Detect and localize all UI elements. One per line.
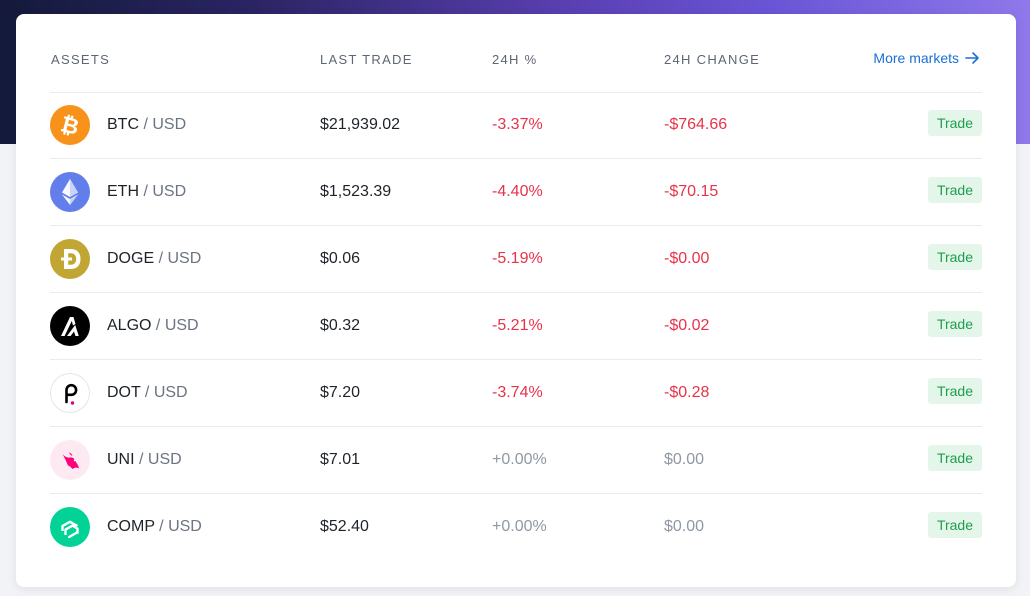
trade-button[interactable]: Trade [927, 311, 982, 337]
table-header: ASSETS LAST TRADE 24H % 24H CHANGE More … [50, 40, 982, 93]
ethereum-icon [50, 172, 90, 212]
change-amount-value: -$70.15 [664, 183, 719, 200]
asset-base: BTC [107, 116, 139, 133]
table-row: UNI / USD $7.01 +0.00% $0.00 Trade [50, 427, 982, 494]
change-amount-value: -$0.02 [664, 317, 710, 334]
change-percent-value: +0.00% [492, 451, 547, 468]
trade-button[interactable]: Trade [927, 378, 982, 404]
asset-quote: USD [152, 183, 187, 200]
table-row: ALGO / USD $0.32 -5.21% -$0.02 Trade [50, 293, 982, 360]
asset-pair: UNI / USD [107, 451, 182, 469]
trade-button[interactable]: Trade [927, 110, 982, 136]
asset-separator: / [134, 451, 148, 468]
arrow-right-icon [965, 52, 979, 64]
svg-text:₿: ₿ [58, 112, 81, 141]
asset-base: DOT [107, 384, 141, 401]
change-amount-value: $0.00 [664, 451, 705, 468]
asset-separator: / [139, 183, 153, 200]
last-trade-value: $21,939.02 [320, 116, 401, 133]
asset-separator: / [139, 116, 153, 133]
asset-quote: USD [147, 451, 182, 468]
markets-table: ₿ BTC / USD $21,939.02 -3.37% -$764.66 T… [50, 92, 982, 560]
change-percent-value: -3.74% [492, 384, 543, 401]
change-amount-value: -$764.66 [664, 116, 728, 133]
trade-button[interactable]: Trade [927, 244, 982, 270]
more-markets-label: More markets [873, 50, 959, 66]
asset-base: DOGE [107, 250, 155, 267]
change-percent-value: +0.00% [492, 518, 547, 535]
table-row: ₿ BTC / USD $21,939.02 -3.37% -$764.66 T… [50, 92, 982, 159]
column-header-24h-percent: 24H % [492, 52, 538, 67]
asset-separator: / [154, 250, 168, 267]
table-row: DOT / USD $7.20 -3.74% -$0.28 Trade [50, 360, 982, 427]
change-amount-value: -$0.28 [664, 384, 710, 401]
change-percent-value: -3.37% [492, 116, 543, 133]
asset-separator: / [154, 518, 169, 535]
change-amount-value: -$0.00 [664, 250, 710, 267]
asset-quote: USD [164, 317, 199, 334]
asset-quote: USD [153, 384, 188, 401]
last-trade-value: $7.01 [320, 451, 361, 468]
column-header-assets: ASSETS [51, 52, 111, 67]
asset-pair: COMP / USD [107, 518, 202, 536]
asset-base: UNI [107, 451, 135, 468]
change-percent-value: -5.21% [492, 317, 543, 334]
asset-pair: DOT / USD [107, 384, 188, 402]
table-row: ETH / USD $1,523.39 -4.40% -$70.15 Trade [50, 159, 982, 226]
polkadot-icon [50, 373, 90, 413]
asset-base: ETH [107, 183, 139, 200]
last-trade-value: $0.32 [320, 317, 361, 334]
asset-quote: USD [168, 518, 202, 535]
more-markets-link[interactable]: More markets [873, 50, 980, 66]
trade-button[interactable]: Trade [927, 177, 982, 203]
last-trade-value: $1,523.39 [320, 183, 392, 200]
asset-quote: USD [152, 116, 187, 133]
change-percent-value: -5.19% [492, 250, 543, 267]
table-row: DOGE / USD $0.06 -5.19% -$0.00 Trade [50, 226, 982, 293]
compound-icon [50, 507, 90, 547]
change-percent-value: -4.40% [492, 183, 543, 200]
asset-pair: ALGO / USD [107, 317, 199, 335]
trade-button[interactable]: Trade [927, 512, 982, 538]
asset-pair: ETH / USD [107, 183, 186, 201]
last-trade-value: $52.40 [320, 518, 369, 535]
asset-separator: / [151, 317, 165, 334]
column-header-24h-change: 24H CHANGE [664, 52, 761, 67]
markets-card: ASSETS LAST TRADE 24H % 24H CHANGE More … [16, 14, 1016, 587]
last-trade-value: $0.06 [320, 250, 361, 267]
bitcoin-icon: ₿ [50, 105, 90, 145]
asset-pair: DOGE / USD [107, 250, 201, 268]
asset-quote: USD [167, 250, 202, 267]
last-trade-value: $7.20 [320, 384, 361, 401]
column-header-last-trade: LAST TRADE [320, 52, 413, 67]
asset-base: COMP [107, 518, 155, 535]
asset-base: ALGO [107, 317, 152, 334]
uniswap-icon [50, 440, 90, 480]
trade-button[interactable]: Trade [927, 445, 982, 471]
table-row: COMP / USD $52.40 +0.00% $0.00 Trade [50, 494, 982, 560]
change-amount-value: $0.00 [664, 518, 705, 535]
asset-pair: BTC / USD [107, 116, 186, 134]
asset-separator: / [140, 384, 154, 401]
algorand-icon [50, 306, 90, 346]
dogecoin-icon [50, 239, 90, 279]
